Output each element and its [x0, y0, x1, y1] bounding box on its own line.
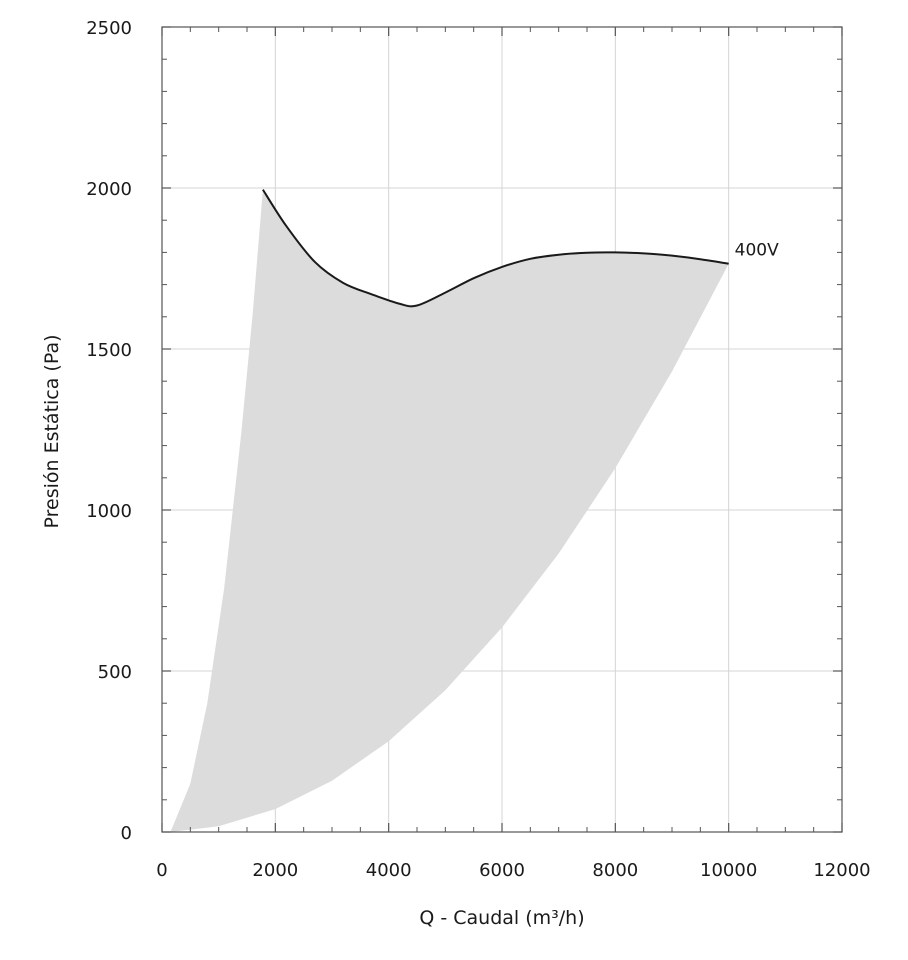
x-tick-label-2: 4000: [366, 860, 412, 881]
x-tick-label-3: 6000: [479, 860, 525, 881]
y-tick-label-3: 1500: [86, 340, 132, 361]
x-tick-labels: 0 2000 4000 6000 8000 10000 12000: [156, 860, 870, 881]
operating-region-area: [170, 189, 729, 833]
y-tick-label-5: 2500: [86, 18, 132, 39]
y-tick-label-1: 500: [98, 662, 132, 683]
x-tick-label-0: 0: [156, 860, 167, 881]
y-tick-label-4: 2000: [86, 179, 132, 200]
x-tick-label-1: 2000: [252, 860, 298, 881]
x-tick-label-5: 10000: [700, 860, 757, 881]
series-line-400v: [262, 189, 729, 308]
axis-ticks: [161, 26, 843, 833]
x-tick-label-6: 12000: [813, 860, 870, 881]
curve-label-400v: 400V: [735, 241, 779, 261]
x-axis-title: Q - Caudal (m³/h): [419, 907, 584, 929]
y-axis-title: Presión Estática (Pa): [41, 334, 63, 528]
x-tick-label-4: 8000: [592, 860, 638, 881]
y-tick-labels: 0 500 1000 1500 2000 2500: [86, 18, 132, 844]
y-tick-label-0: 0: [121, 823, 132, 844]
y-tick-label-2: 1000: [86, 501, 132, 522]
